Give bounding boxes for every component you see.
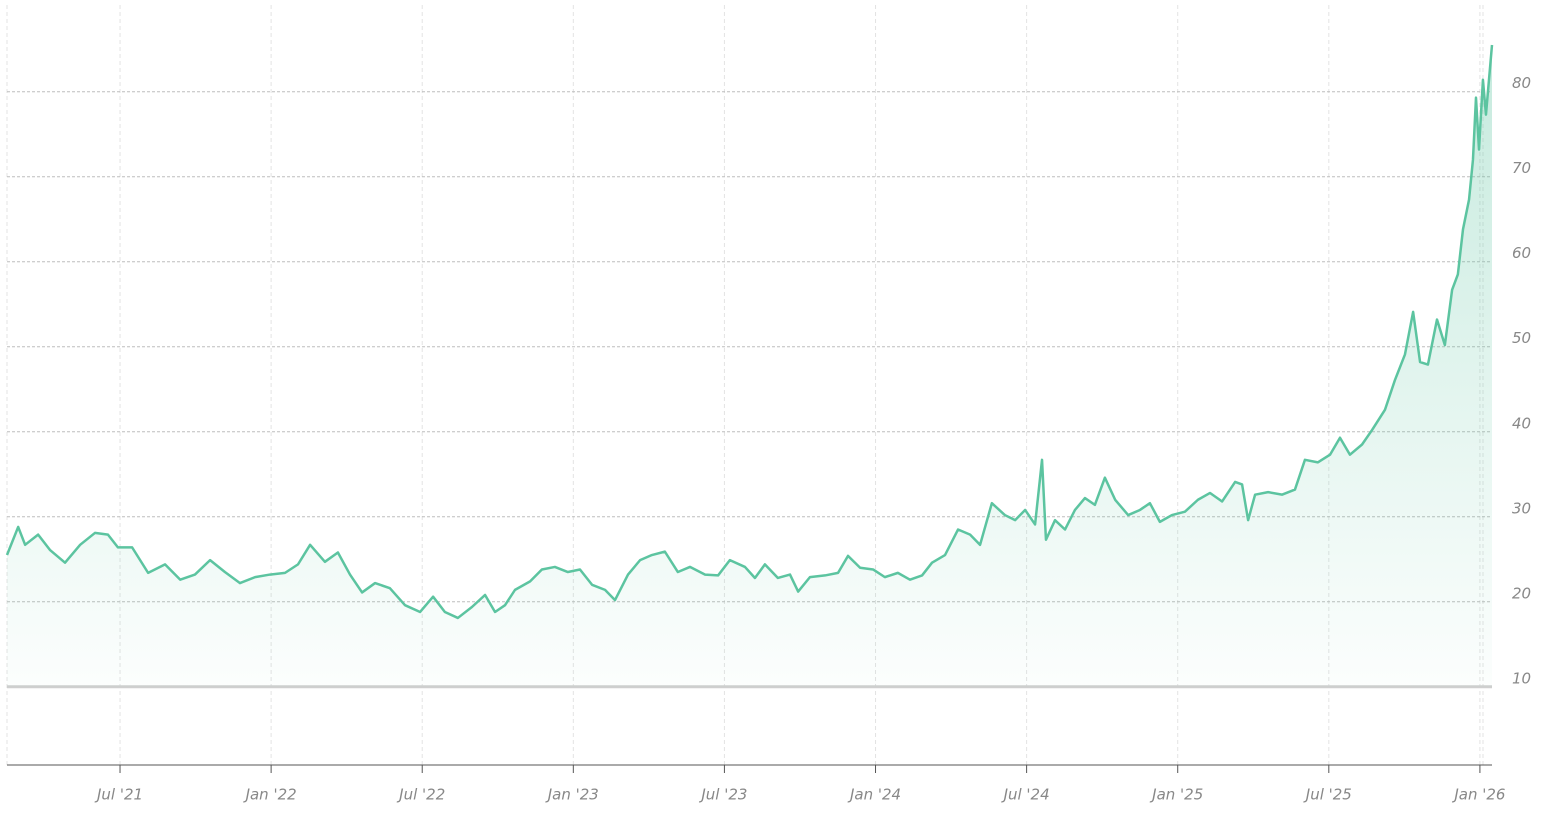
y-tick-label: 70: [1512, 159, 1531, 177]
x-tick-label: Jul '25: [1303, 786, 1352, 804]
x-tick-label: Jul '21: [94, 786, 143, 804]
x-tick-label: Jul '22: [396, 786, 445, 804]
x-tick-label: Jan '23: [545, 786, 599, 804]
y-tick-label: 60: [1512, 244, 1531, 262]
y-tick-label: 10: [1512, 669, 1531, 687]
y-tick-label: 40: [1512, 414, 1531, 432]
y-tick-label: 20: [1512, 584, 1531, 602]
area: [7, 44, 1492, 687]
x-tick-label: Jan '22: [243, 786, 297, 804]
line: [5, 44, 1494, 620]
x-tick-label: Jul '24: [1001, 786, 1050, 804]
x-tick-label: Jul '23: [698, 786, 747, 804]
y-tick-label: 30: [1512, 499, 1531, 517]
x-tick-label: Jan '24: [847, 786, 901, 804]
x-tick-label: Jan '25: [1149, 786, 1203, 804]
y-tick-label: 80: [1512, 74, 1531, 92]
x-tick-label: Jan '26: [1451, 786, 1505, 804]
y-tick-label: 50: [1512, 329, 1531, 347]
